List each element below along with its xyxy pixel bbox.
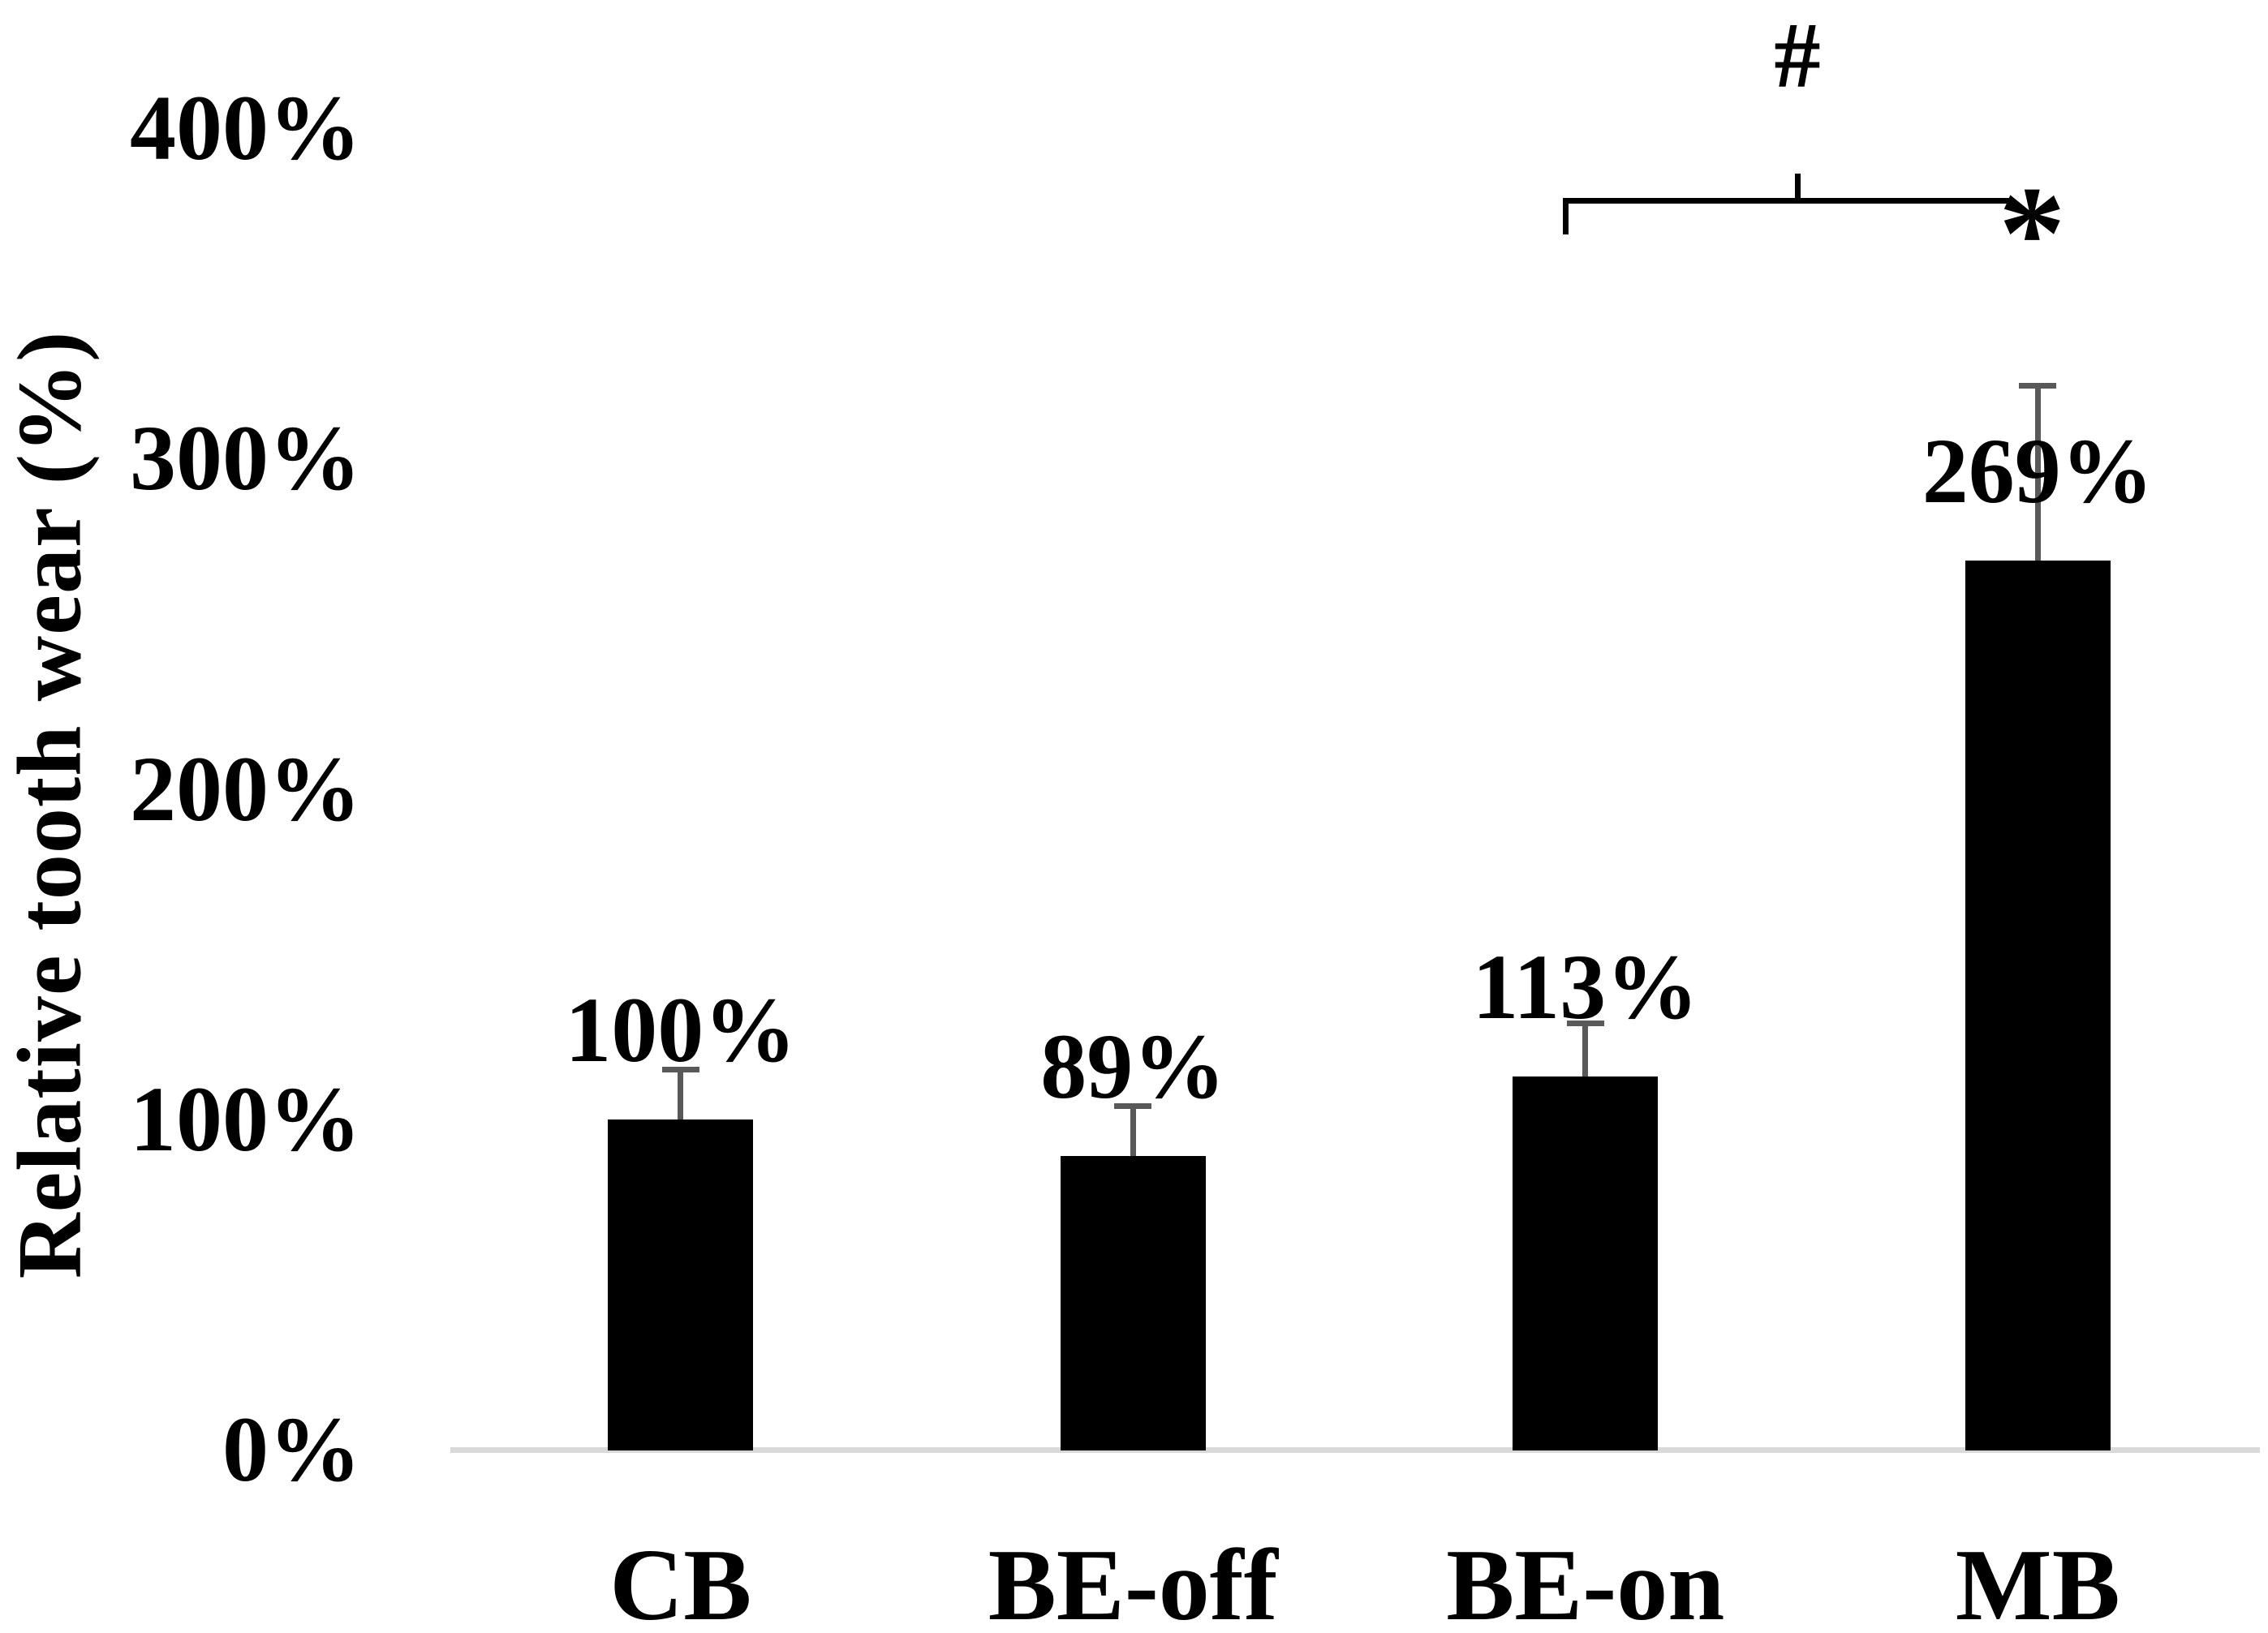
- data-label-be-on: 113%: [1472, 935, 1699, 1038]
- x-axis-line: [450, 1447, 2260, 1453]
- bar-cb: [608, 1119, 754, 1450]
- asterisk-significance-annotation: *: [1999, 158, 2066, 307]
- bar-be-off: [1060, 1155, 1206, 1450]
- y-tick-label-400: 400%: [130, 76, 361, 179]
- significance-bracket-left-hook: [1562, 197, 1569, 234]
- x-tick-label-mb: MB: [1955, 1529, 2120, 1633]
- significance-bracket-mid-tick: [1794, 174, 1801, 200]
- x-tick-label-cb: CB: [609, 1529, 752, 1633]
- bar-be-on: [1513, 1076, 1659, 1450]
- x-tick-label-be-on: BE-on: [1446, 1529, 1725, 1633]
- y-tick-label-0: 0%: [222, 1398, 361, 1501]
- hash-significance-annotation: #: [1774, 3, 1821, 107]
- error-bar-cap-be-off: [1114, 1102, 1152, 1109]
- error-bar-be-off: [1130, 1106, 1136, 1167]
- y-tick-label-100: 100%: [130, 1067, 361, 1171]
- x-tick-label-be-off: BE-off: [988, 1529, 1278, 1633]
- significance-bracket-line: [1562, 197, 2012, 204]
- error-bar-cap-cb: [661, 1067, 699, 1073]
- data-label-cb: 100%: [565, 978, 797, 1081]
- y-tick-label-200: 200%: [130, 737, 361, 840]
- data-label-be-off: 89%: [1040, 1014, 1226, 1118]
- error-bar-cap-mb: [2019, 383, 2057, 389]
- y-tick-label-300: 300%: [130, 406, 361, 510]
- error-bar-cb: [678, 1069, 684, 1131]
- error-bar-mb: [2034, 385, 2041, 573]
- error-bar-cap-be-on: [1566, 1021, 1604, 1027]
- data-label-mb: 269%: [1922, 419, 2154, 523]
- bar-mb: [1965, 561, 2111, 1450]
- error-bar-be-on: [1582, 1023, 1589, 1088]
